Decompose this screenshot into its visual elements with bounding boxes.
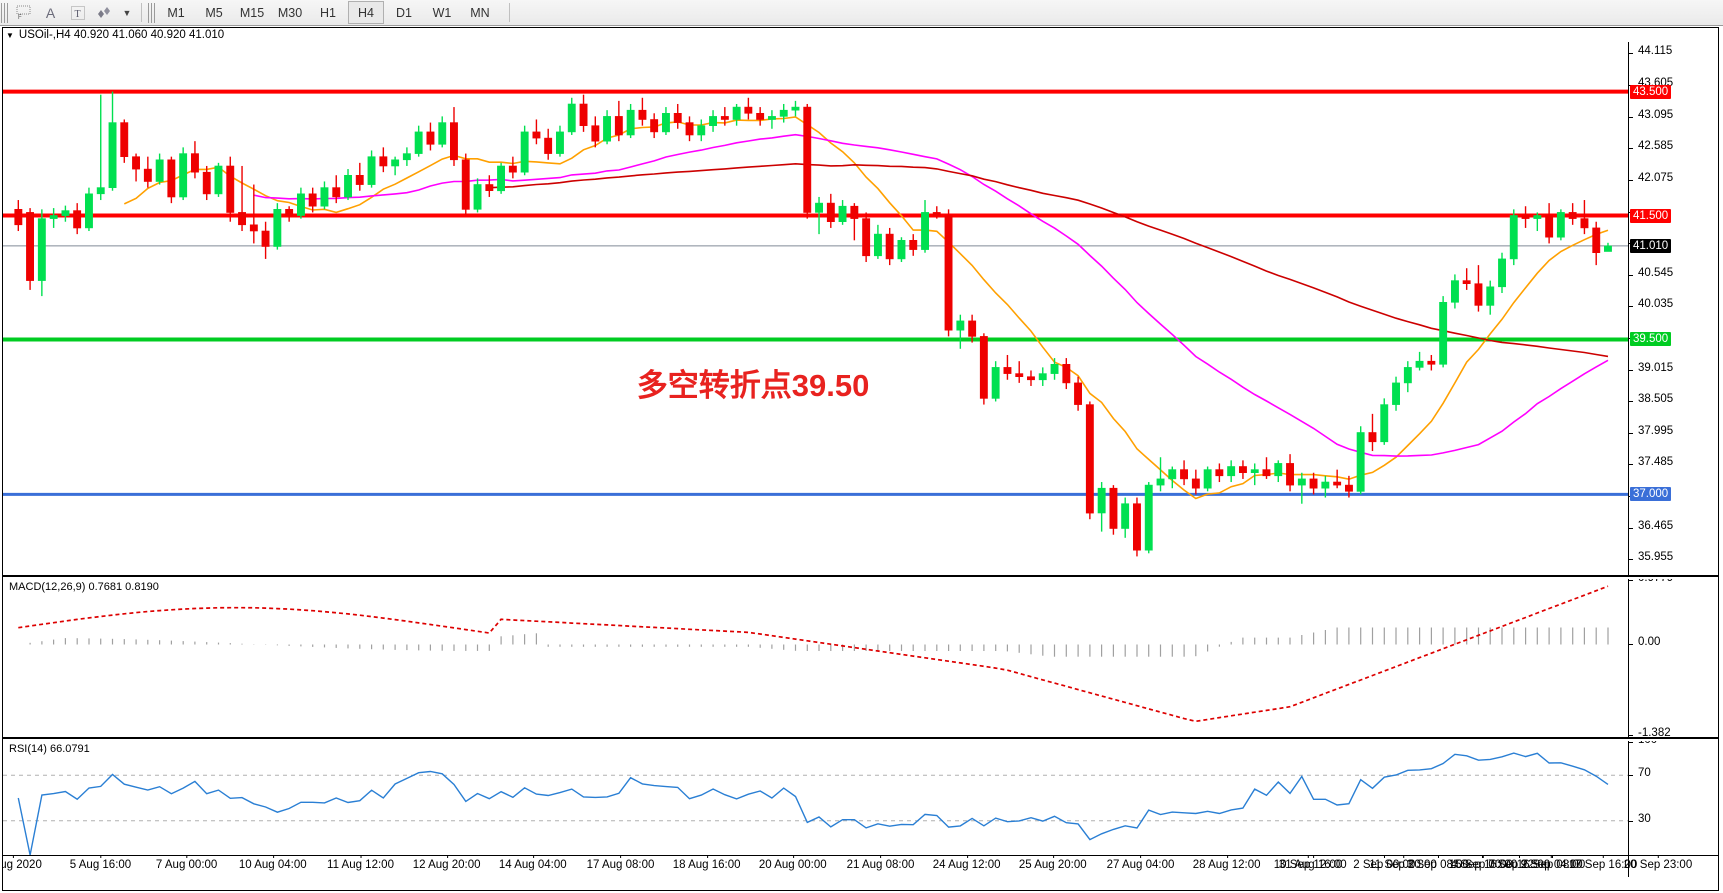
timeframe-grip[interactable] — [148, 2, 155, 23]
time-axis-label: 4 Sep 16:00 — [1450, 855, 1513, 871]
chart-annotation-text: 多空转折点39.50 — [636, 367, 870, 403]
rsi-label: RSI(14) 66.0791 — [7, 743, 92, 755]
time-axis-label: 2 Sep 00:00 — [1353, 855, 1416, 871]
time-axis-label: 20 Sep 23:00 — [1623, 855, 1693, 871]
timeframe-d1[interactable]: D1 — [396, 5, 412, 20]
timeframe-m15[interactable]: M15 — [239, 5, 265, 20]
timeframe-group: M1 M5 M15 M30 H1 H4 D1 W1 MN — [157, 1, 499, 24]
timeframe-mn[interactable]: MN — [470, 5, 490, 20]
time-axis-label: 24 Aug 12:00 — [932, 855, 1001, 871]
rsi-tick-label: 30 — [1638, 812, 1651, 825]
price-tag-support-line[interactable]: 37.000 — [1630, 487, 1672, 502]
time-axis-label: 9 Sep 04:00 — [1520, 855, 1583, 871]
time-axis[interactable]: 4 Aug 2020 5 Aug 16:00 7 Aug 00:00 10 Aug 0… — [3, 855, 1718, 877]
chart-window: ▼ USOil-,H4 40.920 41.060 40.920 41.010 … — [2, 27, 1719, 891]
timeframe-m1[interactable]: M1 — [167, 5, 185, 20]
macd-tick-label: 0.00 — [1638, 636, 1661, 649]
price-tick-label: 38.505 — [1638, 393, 1674, 406]
macd-plot-area[interactable] — [3, 579, 1628, 737]
time-axis-label: 21 Aug 08:00 — [846, 855, 915, 871]
price-tick-label: 40.035 — [1638, 298, 1674, 311]
rsi-tick-label: 70 — [1638, 767, 1651, 780]
time-axis-label: 17 Aug 08:00 — [586, 855, 655, 871]
timeframe-m5[interactable]: M5 — [205, 5, 223, 20]
price-tick-label: 35.955 — [1638, 551, 1674, 564]
price-pane: 多空转折点39.50 44.115 43.605 43.095 42.585 42.07… — [3, 42, 1718, 577]
rsi-axis[interactable]: 100 70 30 — [1628, 741, 1718, 877]
objects-dropdown-icon[interactable]: ▼ — [122, 7, 132, 18]
price-tag-last-price[interactable]: 41.010 — [1630, 238, 1672, 253]
symbol-bar: ▼ USOil-,H4 40.920 41.060 40.920 41.010 — [3, 28, 1718, 42]
time-axis-label: 7 Sep 22:00 — [1488, 855, 1551, 871]
time-axis-label: 11 Sep 20:00 — [1369, 855, 1437, 871]
time-axis-label: 31 Aug 16:00 — [1278, 855, 1347, 871]
price-tick-label: 44.115 — [1638, 45, 1673, 58]
rsi-tick-label: 100 — [1638, 741, 1657, 746]
time-axis-label: 27 Aug 04:00 — [1106, 855, 1175, 871]
svg-text:T: T — [74, 9, 80, 20]
toolbar-separator-2 — [509, 3, 510, 22]
time-axis-label: 4 Aug 2020 — [3, 855, 42, 871]
time-axis-label: 25 Aug 20:00 — [1018, 855, 1087, 871]
time-axis-label: 7 Aug 00:00 — [155, 855, 218, 871]
macd-label: MACD(12,26,9) 0.7681 0.8190 — [7, 581, 161, 593]
timeframe-m30[interactable]: M30 — [277, 5, 303, 20]
macd-tick-label: 0.9779 — [1638, 579, 1673, 584]
label-tool-icon[interactable]: T — [65, 1, 90, 24]
price-tag-resistance-line[interactable]: 41.500 — [1630, 208, 1672, 223]
rsi-plot-area[interactable] — [3, 741, 1628, 877]
symbol-ohlc-label: USOil-,H4 40.920 41.060 40.920 41.010 — [18, 29, 225, 41]
price-tick-label: 39.015 — [1638, 361, 1674, 374]
time-axis-label: 17 Sep 16:00 — [1568, 855, 1638, 871]
price-tick-label: 40.545 — [1638, 266, 1674, 279]
price-tick-label: 42.585 — [1638, 140, 1674, 153]
price-tick-label: 42.075 — [1638, 171, 1674, 184]
main-toolbar: F A T ▼ M1 M5 M15 M30 H1 H4 D1 W1 MN — [0, 0, 1723, 26]
crosshair-icon[interactable]: F — [11, 1, 36, 24]
time-axis-label: 11 Aug 12:00 — [327, 855, 394, 871]
time-axis-label: 10 Aug 04:00 — [238, 855, 307, 871]
time-axis-label: 12 Aug 20:00 — [412, 855, 481, 871]
macd-pane: MACD(12,26,9) 0.7681 0.8190 0.9779 0.00 -1… — [3, 579, 1718, 739]
objects-tool-icon[interactable] — [92, 1, 117, 24]
price-tick-label: 37.485 — [1638, 456, 1674, 469]
time-axis-label: 10 Sep 12:00 — [1273, 855, 1343, 871]
price-tick-label: 43.095 — [1638, 108, 1674, 121]
time-axis-label: 5 Aug 16:00 — [69, 855, 132, 871]
toolbar-separator — [141, 3, 142, 22]
timeframe-w1[interactable]: W1 — [432, 5, 452, 20]
time-axis-label: 3 Sep 08:00 — [1406, 855, 1469, 871]
timeframe-h4[interactable]: H4 — [348, 1, 384, 24]
price-tick-label: 37.995 — [1638, 424, 1674, 437]
time-axis-label: 28 Aug 12:00 — [1192, 855, 1261, 871]
chart-menu-caret-icon[interactable]: ▼ — [6, 30, 14, 40]
time-axis-label: 18 Aug 16:00 — [672, 855, 741, 871]
price-plot-area[interactable]: 多空转折点39.50 — [3, 42, 1628, 575]
time-axis-label: 14 Aug 04:00 — [498, 855, 567, 871]
timeframe-h1[interactable]: H1 — [320, 5, 336, 20]
toolbar-grip[interactable] — [1, 2, 8, 23]
time-axis-label: 16 Sep 08:00 — [1516, 855, 1586, 871]
macd-axis[interactable]: 0.9779 0.00 -1.382 — [1628, 579, 1718, 737]
price-tick-label: 36.465 — [1638, 519, 1674, 532]
time-axis-label: 15 Sep 00:00 — [1448, 855, 1518, 871]
price-tag-resistance-line[interactable]: 43.500 — [1630, 84, 1672, 99]
price-tag-support-line[interactable]: 39.500 — [1630, 332, 1672, 347]
time-axis-label: 20 Aug 00:00 — [758, 855, 827, 871]
macd-tick-label: -1.382 — [1638, 727, 1671, 739]
price-axis[interactable]: 44.115 43.605 43.095 42.585 42.075 40.545 40.0… — [1628, 42, 1718, 575]
rsi-pane: RSI(14) 66.0791 100 70 30 4 Aug 2020 5 Aug … — [3, 741, 1718, 877]
svg-text:F: F — [18, 15, 22, 20]
text-tool-icon[interactable]: A — [45, 4, 56, 21]
